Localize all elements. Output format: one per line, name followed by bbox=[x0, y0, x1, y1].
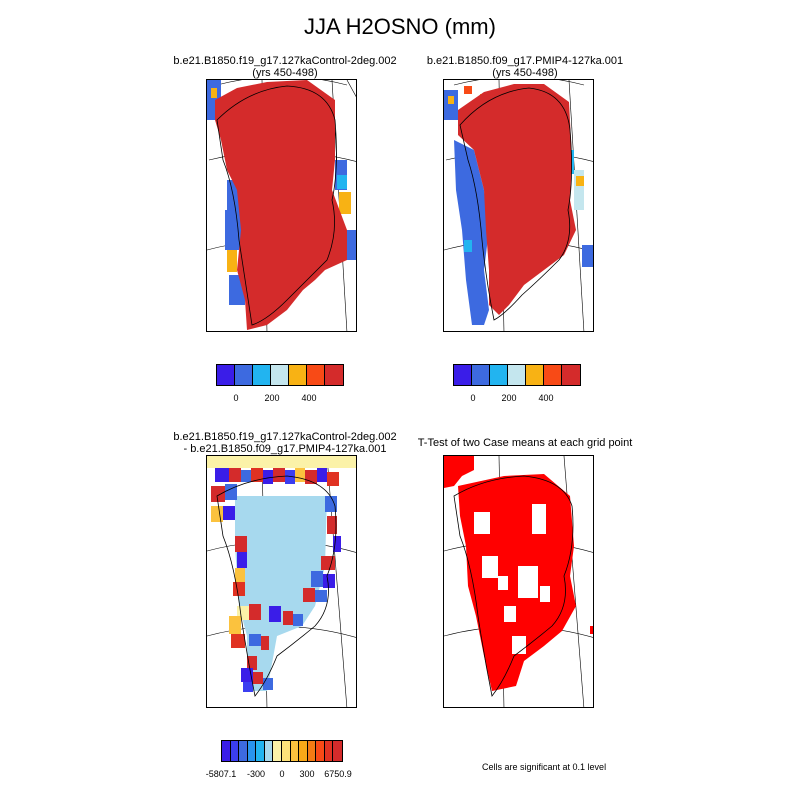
colorbar-difference-swatch-11 bbox=[316, 741, 325, 761]
map-ttest-svg bbox=[444, 456, 593, 707]
colorbar-pmip4-swatch-6 bbox=[562, 365, 580, 385]
colorbar-control-tick-200: 200 bbox=[264, 393, 280, 403]
significance-note: Cells are significant at 0.1 level bbox=[482, 762, 607, 772]
colorbar-control-swatch-3 bbox=[271, 365, 289, 385]
panel-2-title: b.e21.B1850.f09_g17.PMIP4-127ka.001 (yrs… bbox=[390, 55, 660, 79]
colorbar-control-swatch-1 bbox=[235, 365, 253, 385]
colorbar-pmip4-tick-400: 400 bbox=[538, 393, 554, 403]
panel-3-title: b.e21.B1850.f19_g17.127kaControl-2deg.00… bbox=[150, 431, 420, 455]
colorbar-control-swatch-6 bbox=[325, 365, 343, 385]
colorbar-difference-tick-0: 0 bbox=[279, 769, 285, 779]
colorbar-difference bbox=[221, 740, 343, 762]
colorbar-pmip4-tick-0: 0 bbox=[470, 393, 476, 403]
map-control-svg bbox=[207, 80, 356, 331]
colorbar-pmip4-swatch-2 bbox=[490, 365, 508, 385]
colorbar-difference-swatch-4 bbox=[256, 741, 265, 761]
colorbar-pmip4-swatch-3 bbox=[508, 365, 526, 385]
colorbar-difference-swatch-10 bbox=[307, 741, 317, 761]
panel-1-title: b.e21.B1850.f19_g17.127kaControl-2deg.00… bbox=[150, 55, 420, 79]
colorbar-control-swatch-5 bbox=[307, 365, 325, 385]
colorbar-difference-swatch-3 bbox=[247, 741, 257, 761]
map-panel-difference bbox=[206, 455, 357, 708]
map-difference-svg bbox=[207, 456, 356, 707]
colorbar-control-swatch-0 bbox=[217, 365, 235, 385]
panel-4-title-line1: T-Test of two Case means at each grid po… bbox=[417, 437, 633, 449]
colorbar-difference-swatch-8 bbox=[290, 741, 300, 761]
colorbar-difference-swatch-2 bbox=[239, 741, 248, 761]
colorbar-control bbox=[216, 364, 344, 386]
panel-2-title-line2: (yrs 450-498) bbox=[492, 67, 558, 79]
colorbar-difference-swatch-7 bbox=[281, 741, 291, 761]
colorbar-control-tick-0: 0 bbox=[233, 393, 239, 403]
figure-title: JJA H2OSNO (mm) bbox=[304, 14, 496, 39]
colorbar-difference-swatch-1 bbox=[230, 741, 240, 761]
colorbar-control-swatch-4 bbox=[289, 365, 307, 385]
colorbar-pmip4-swatch-1 bbox=[472, 365, 490, 385]
colorbar-difference-swatch-0 bbox=[222, 741, 231, 761]
panel-4-title: T-Test of two Case means at each grid po… bbox=[390, 437, 660, 449]
panel-3-title-line2: - b.e21.B1850.f09_g17.PMIP4-127ka.001 bbox=[183, 443, 387, 455]
colorbar-pmip4-swatch-4 bbox=[526, 365, 544, 385]
panel-2-title-line1: b.e21.B1850.f09_g17.PMIP4-127ka.001 bbox=[426, 55, 624, 67]
colorbar-difference-swatch-13 bbox=[333, 741, 342, 761]
colorbar-difference-tick-neg300: -300 bbox=[246, 769, 265, 779]
map-panel-pmip4 bbox=[443, 79, 594, 332]
colorbar-difference-tick-min: -5807.1 bbox=[205, 769, 237, 779]
colorbar-difference-tick-300: 300 bbox=[299, 769, 315, 779]
colorbar-control-swatch-2 bbox=[253, 365, 271, 385]
colorbar-pmip4-swatch-5 bbox=[544, 365, 562, 385]
map-pmip4-svg bbox=[444, 80, 593, 331]
colorbar-pmip4-tick-200: 200 bbox=[501, 393, 517, 403]
colorbar-difference-swatch-12 bbox=[324, 741, 334, 761]
colorbar-pmip4 bbox=[453, 364, 581, 386]
colorbar-difference-swatch-6 bbox=[273, 741, 282, 761]
map-panel-ttest bbox=[443, 455, 594, 708]
colorbar-pmip4-swatch-0 bbox=[454, 365, 472, 385]
panel-3-title-line1: b.e21.B1850.f19_g17.127kaControl-2deg.00… bbox=[173, 431, 397, 443]
colorbar-difference-tick-max: 6750.9 bbox=[324, 769, 352, 779]
panel-1-title-line2: (yrs 450-498) bbox=[252, 67, 318, 79]
colorbar-control-tick-400: 400 bbox=[301, 393, 317, 403]
colorbar-difference-swatch-9 bbox=[299, 741, 308, 761]
colorbar-difference-swatch-5 bbox=[264, 741, 274, 761]
map-panel-control bbox=[206, 79, 357, 332]
panel-1-title-line1: b.e21.B1850.f19_g17.127kaControl-2deg.00… bbox=[173, 55, 397, 67]
